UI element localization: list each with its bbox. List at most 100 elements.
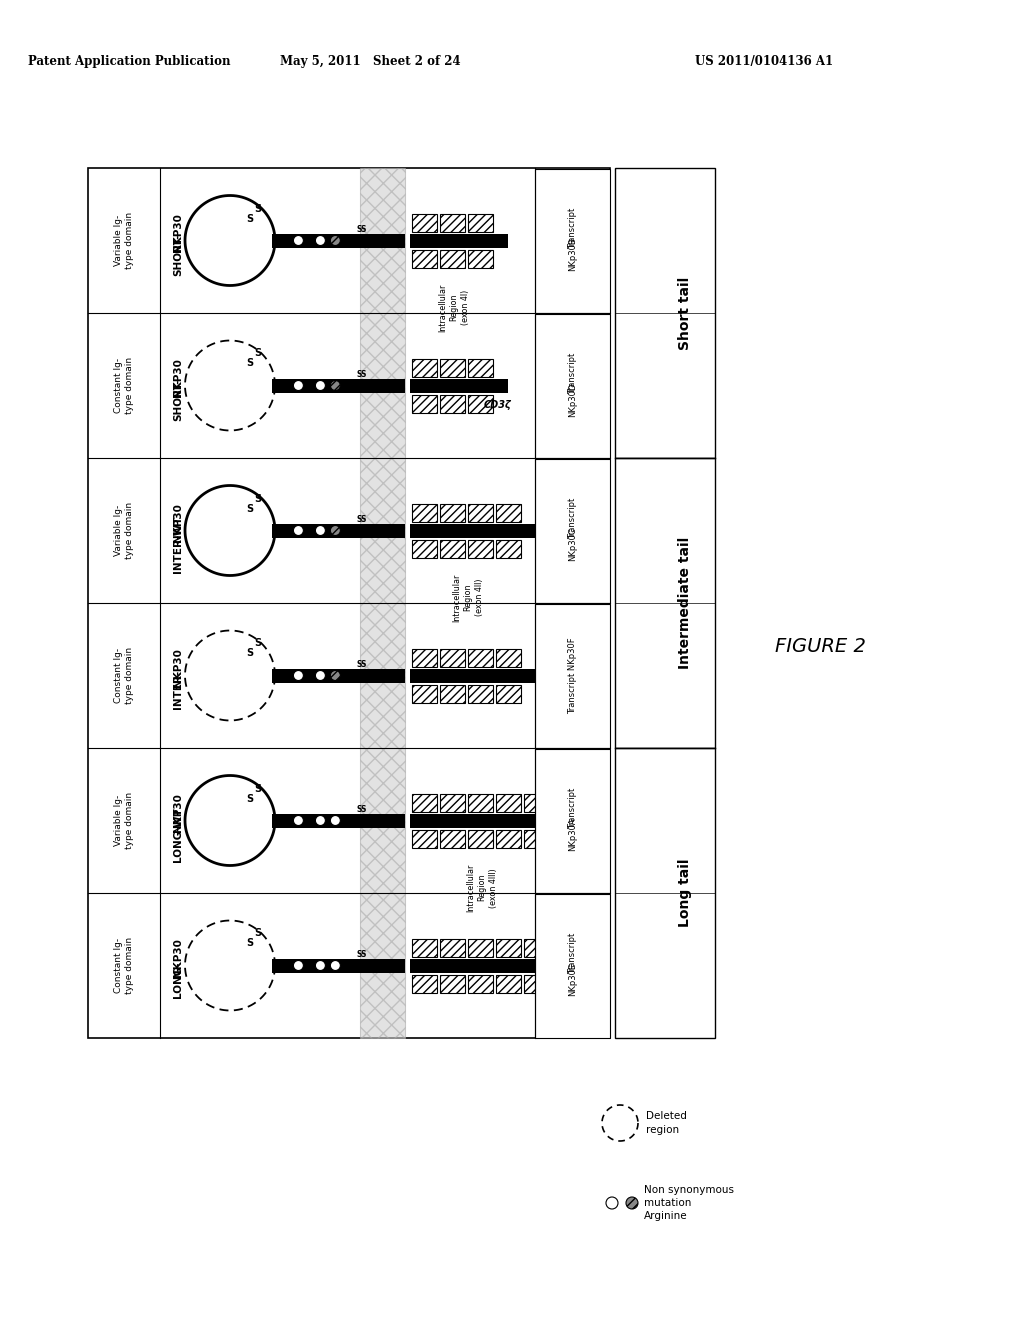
Bar	[412, 648, 437, 667]
Bar	[468, 503, 493, 521]
Text: S: S	[246, 793, 253, 804]
Text: Variable Ig-
type domain: Variable Ig- type domain	[114, 502, 134, 560]
Bar	[535, 748, 610, 894]
Text: Intracellular
Region
(exon 4II): Intracellular Region (exon 4II)	[453, 573, 483, 622]
Bar	[360, 524, 406, 537]
Text: FIGURE 2: FIGURE 2	[774, 638, 865, 656]
Bar	[496, 939, 521, 957]
Bar	[535, 894, 610, 1038]
Text: INTER-: INTER-	[173, 669, 183, 709]
Text: S: S	[246, 648, 253, 659]
Bar	[468, 685, 493, 702]
Bar	[440, 793, 465, 812]
Bar	[468, 974, 493, 993]
Bar	[410, 958, 564, 973]
Circle shape	[331, 816, 340, 825]
Text: S: S	[246, 214, 253, 223]
Text: S: S	[254, 348, 261, 359]
Text: S: S	[254, 784, 261, 793]
Text: S: S	[254, 494, 261, 503]
Bar	[272, 234, 360, 248]
Bar	[410, 379, 508, 392]
Bar	[440, 395, 465, 412]
Text: S: S	[254, 203, 261, 214]
Text: INTER-WT: INTER-WT	[173, 516, 183, 573]
Bar	[412, 503, 437, 521]
Text: NKP30: NKP30	[173, 213, 183, 252]
Text: Variable Ig-
type domain: Variable Ig- type domain	[114, 792, 134, 849]
Bar	[535, 314, 610, 458]
Bar	[440, 829, 465, 847]
Circle shape	[331, 671, 340, 681]
Bar	[468, 939, 493, 957]
Bar	[524, 793, 549, 812]
Bar	[468, 359, 493, 376]
Bar	[410, 668, 536, 682]
Circle shape	[331, 235, 340, 246]
Bar	[440, 359, 465, 376]
Text: S: S	[246, 503, 253, 513]
Bar	[535, 169, 610, 313]
Bar	[272, 524, 360, 537]
Bar	[496, 503, 521, 521]
Bar	[496, 793, 521, 812]
Text: Long tail: Long tail	[678, 859, 692, 927]
Bar	[524, 939, 549, 957]
Bar	[88, 168, 610, 1038]
Circle shape	[294, 380, 303, 391]
Text: Variable Ig-
type domain: Variable Ig- type domain	[114, 213, 134, 269]
Bar	[535, 605, 610, 748]
Bar	[360, 668, 406, 682]
Text: SS: SS	[356, 950, 368, 960]
Bar	[468, 249, 493, 268]
Bar	[524, 829, 549, 847]
Circle shape	[315, 525, 326, 536]
Text: SS: SS	[356, 515, 368, 524]
Bar	[412, 249, 437, 268]
Text: SS: SS	[356, 370, 368, 379]
Text: May 5, 2011   Sheet 2 of 24: May 5, 2011 Sheet 2 of 24	[280, 55, 461, 69]
Text: NKp30C: NKp30C	[568, 528, 577, 561]
Text: NKp30B: NKp30B	[568, 238, 577, 272]
Text: US 2011/0104136 A1: US 2011/0104136 A1	[695, 55, 834, 69]
Text: Intracellular
Region
(exon 4III): Intracellular Region (exon 4III)	[466, 863, 498, 912]
Bar	[468, 829, 493, 847]
Circle shape	[331, 961, 340, 970]
Text: Short tail: Short tail	[678, 276, 692, 350]
Circle shape	[294, 235, 303, 246]
Text: S: S	[246, 939, 253, 949]
Text: NKP30: NKP30	[173, 939, 183, 977]
Circle shape	[331, 525, 340, 536]
Text: SHORT-: SHORT-	[173, 379, 183, 421]
Circle shape	[294, 525, 303, 536]
Text: CD3ζ: CD3ζ	[484, 400, 512, 411]
Text: Transcript: Transcript	[568, 788, 577, 829]
Circle shape	[626, 1197, 638, 1209]
Bar	[412, 685, 437, 702]
Bar	[412, 829, 437, 847]
Bar	[535, 459, 610, 603]
Bar	[360, 379, 406, 392]
Text: S: S	[254, 928, 261, 939]
Bar	[412, 974, 437, 993]
Bar	[496, 685, 521, 702]
Bar	[440, 503, 465, 521]
Text: Deleted
region: Deleted region	[646, 1111, 687, 1135]
Bar	[412, 214, 437, 231]
Bar	[412, 540, 437, 557]
Bar	[272, 813, 360, 828]
Text: S: S	[246, 359, 253, 368]
Text: Patent Application Publication: Patent Application Publication	[28, 55, 230, 69]
Bar	[410, 524, 536, 537]
Circle shape	[315, 671, 326, 681]
Bar	[496, 829, 521, 847]
Text: NKp30A: NKp30A	[568, 817, 577, 851]
Text: Constant Ig-
type domain: Constant Ig- type domain	[114, 937, 134, 994]
Circle shape	[315, 816, 326, 825]
Bar	[468, 214, 493, 231]
Bar	[440, 540, 465, 557]
Bar	[360, 234, 406, 248]
Bar	[412, 359, 437, 376]
Text: Transcript: Transcript	[568, 352, 577, 395]
Bar	[410, 234, 508, 248]
